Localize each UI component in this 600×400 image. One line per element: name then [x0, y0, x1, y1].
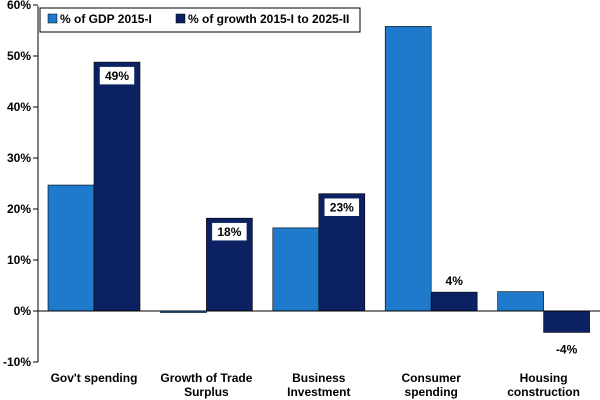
- data-label-1: 49%: [105, 69, 129, 83]
- data-label-3: 23%: [330, 201, 354, 215]
- legend: % of GDP 2015-I % of growth 2015-I to 202…: [39, 7, 361, 33]
- legend-box: [39, 7, 361, 33]
- legend-label-2: % of growth 2015-I to 2025-II: [188, 12, 349, 26]
- category-label-5: Housing: [520, 371, 568, 385]
- bar-series-1-5: [497, 291, 544, 312]
- legend-swatch-2: [175, 13, 186, 24]
- category-label-4: Consumer: [402, 371, 462, 385]
- category-label-2: Growth of Trade: [160, 371, 252, 385]
- bar-series-2-4: [430, 291, 478, 312]
- category-label-1: Gov't spending: [51, 371, 138, 385]
- category-label-4: spending: [405, 385, 458, 399]
- y-tick-label: 20%: [7, 202, 31, 216]
- y-tick-label: 50%: [7, 49, 31, 63]
- data-label-box: [212, 222, 247, 241]
- category-label-3: Investment: [287, 385, 350, 399]
- data-label-5: -4%: [556, 342, 578, 356]
- y-tick-label: 0%: [14, 304, 32, 318]
- bar-series-1-1: [47, 184, 95, 312]
- y-tick-label: -10%: [3, 355, 31, 369]
- data-label-box: [99, 66, 135, 85]
- y-tick-label: 30%: [7, 151, 31, 165]
- category-label-2: Surplus: [184, 385, 229, 399]
- data-label-2: 18%: [217, 225, 241, 239]
- y-tick-label: 40%: [7, 100, 31, 114]
- bar-series-1-3: [272, 227, 320, 312]
- legend-swatch-1: [47, 13, 58, 24]
- bar-series-2-1: [93, 61, 141, 312]
- y-tick-label: 60%: [7, 0, 31, 12]
- y-tick-label: 10%: [7, 253, 31, 267]
- bar-series-2-5: [543, 310, 590, 333]
- bar-series-1-4: [384, 26, 432, 312]
- y-axis: -10% 0% 10% 20% 30% 40% 50% 60%: [3, 0, 600, 369]
- bars: [47, 26, 590, 333]
- category-label-3: Business: [292, 371, 346, 385]
- category-label-5: construction: [507, 385, 580, 399]
- data-labels: 49% 18% 23% 4% -4%: [99, 66, 578, 356]
- legend-label-1: % of GDP 2015-I: [60, 12, 152, 26]
- data-label-4: 4%: [446, 274, 464, 288]
- data-label-box: [324, 198, 360, 216]
